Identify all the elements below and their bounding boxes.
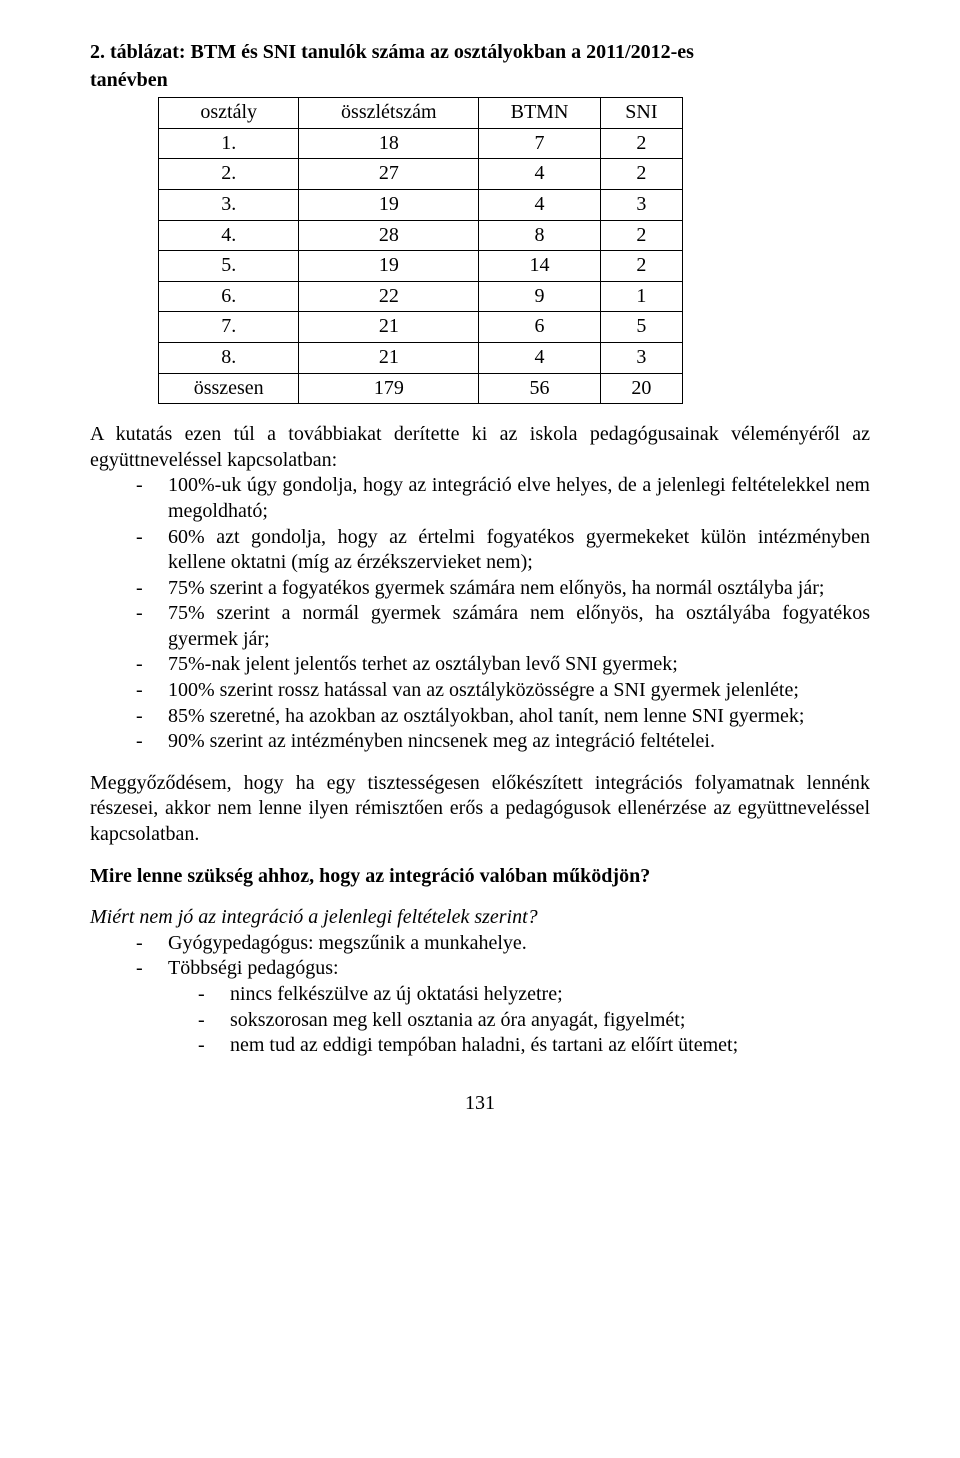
table-cell: 4 xyxy=(479,342,601,373)
table-cell: 3 xyxy=(600,342,682,373)
table-cell: 2 xyxy=(600,159,682,190)
table-row: 4.2882 xyxy=(159,220,683,251)
list-item: 75% szerint a fogyatékos gyermek számára… xyxy=(136,576,870,602)
sub-list: nincs felkészülve az új oktatási helyzet… xyxy=(168,982,870,1059)
conviction-paragraph: Meggyőződésem, hogy ha egy tisztességese… xyxy=(90,771,870,848)
table-cell: 6. xyxy=(159,281,299,312)
table-cell: 20 xyxy=(600,373,682,404)
list-item: 85% szeretné, ha azokban az osztályokban… xyxy=(136,704,870,730)
list-item: 60% azt gondolja, hogy az értelmi fogyat… xyxy=(136,525,870,576)
list-item: sokszorosan meg kell osztania az óra any… xyxy=(198,1008,870,1034)
col-header: osztály xyxy=(159,98,299,129)
section-heading: Mire lenne szükség ahhoz, hogy az integr… xyxy=(90,864,870,890)
table-cell: 21 xyxy=(299,342,479,373)
table-cell: 56 xyxy=(479,373,601,404)
table-cell: összesen xyxy=(159,373,299,404)
list-item: 100% szerint rossz hatással van az osztá… xyxy=(136,678,870,704)
sub-question-italic: Miért nem jó az integráció a jelenlegi f… xyxy=(90,905,870,931)
table-cell: 21 xyxy=(299,312,479,343)
table-cell: 6 xyxy=(479,312,601,343)
table-row: összesen1795620 xyxy=(159,373,683,404)
table-row: 2.2742 xyxy=(159,159,683,190)
table-cell: 179 xyxy=(299,373,479,404)
list-item: 75%-nak jelent jelentős terhet az osztál… xyxy=(136,652,870,678)
table-cell: 3 xyxy=(600,189,682,220)
reasons-list: Gyógypedagógus: megszűnik a munkahelye. … xyxy=(90,931,870,1059)
table-title-line1: 2. táblázat: BTM és SNI tanulók száma az… xyxy=(90,40,870,66)
table-cell: 1 xyxy=(600,281,682,312)
list-item-label: Többségi pedagógus: xyxy=(168,957,339,979)
findings-list: 100%-uk úgy gondolja, hogy az integráció… xyxy=(90,473,870,755)
table-cell: 14 xyxy=(479,251,601,282)
table-header-row: osztály összlétszám BTMN SNI xyxy=(159,98,683,129)
list-item: 90% szerint az intézményben nincsenek me… xyxy=(136,729,870,755)
list-item: Többségi pedagógus: nincs felkészülve az… xyxy=(136,956,870,1058)
col-header: összlétszám xyxy=(299,98,479,129)
table-row: 6.2291 xyxy=(159,281,683,312)
intro-paragraph: A kutatás ezen túl a továbbiakat derítet… xyxy=(90,422,870,473)
table-cell: 5 xyxy=(600,312,682,343)
table-cell: 3. xyxy=(159,189,299,220)
table-cell: 4 xyxy=(479,159,601,190)
table-cell: 2 xyxy=(600,128,682,159)
col-header: SNI xyxy=(600,98,682,129)
table-cell: 7 xyxy=(479,128,601,159)
data-table: osztály összlétszám BTMN SNI 1.18722.274… xyxy=(158,97,683,404)
table-cell: 4. xyxy=(159,220,299,251)
list-item: nem tud az eddigi tempóban haladni, és t… xyxy=(198,1033,870,1059)
table-row: 3.1943 xyxy=(159,189,683,220)
table-row: 8.2143 xyxy=(159,342,683,373)
table-cell: 9 xyxy=(479,281,601,312)
table-cell: 2. xyxy=(159,159,299,190)
table-cell: 7. xyxy=(159,312,299,343)
table-row: 1.1872 xyxy=(159,128,683,159)
table-row: 7.2165 xyxy=(159,312,683,343)
list-item: 75% szerint a normál gyermek számára nem… xyxy=(136,601,870,652)
table-cell: 2 xyxy=(600,251,682,282)
table-cell: 27 xyxy=(299,159,479,190)
page-number: 131 xyxy=(90,1091,870,1117)
col-header: BTMN xyxy=(479,98,601,129)
list-item: 100%-uk úgy gondolja, hogy az integráció… xyxy=(136,473,870,524)
table-cell: 5. xyxy=(159,251,299,282)
table-cell: 19 xyxy=(299,251,479,282)
table-row: 5.19142 xyxy=(159,251,683,282)
table-cell: 8. xyxy=(159,342,299,373)
table-cell: 2 xyxy=(600,220,682,251)
table-cell: 28 xyxy=(299,220,479,251)
table-title-line2: tanévben xyxy=(90,68,870,94)
table-cell: 18 xyxy=(299,128,479,159)
list-item: Gyógypedagógus: megszűnik a munkahelye. xyxy=(136,931,870,957)
table-cell: 22 xyxy=(299,281,479,312)
table-cell: 8 xyxy=(479,220,601,251)
table-cell: 4 xyxy=(479,189,601,220)
table-cell: 19 xyxy=(299,189,479,220)
list-item: nincs felkészülve az új oktatási helyzet… xyxy=(198,982,870,1008)
table-cell: 1. xyxy=(159,128,299,159)
